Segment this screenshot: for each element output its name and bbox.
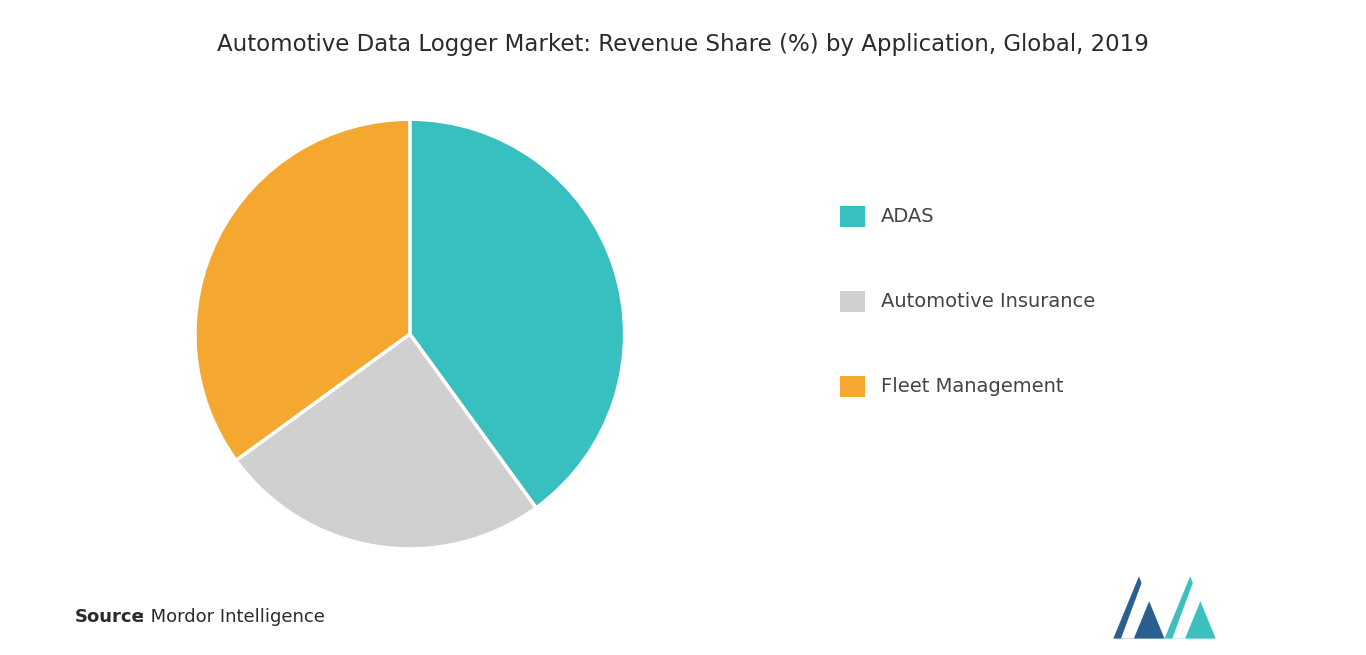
Polygon shape (1113, 576, 1164, 639)
Wedge shape (410, 119, 624, 508)
Text: ADAS: ADAS (881, 206, 934, 226)
Text: Automotive Insurance: Automotive Insurance (881, 291, 1096, 311)
Text: Automotive Data Logger Market: Revenue Share (%) by Application, Global, 2019: Automotive Data Logger Market: Revenue S… (217, 33, 1149, 56)
Text: Source: Source (75, 608, 145, 626)
Wedge shape (195, 119, 410, 460)
Polygon shape (1164, 576, 1216, 639)
Wedge shape (236, 334, 535, 549)
Text: : Mordor Intelligence: : Mordor Intelligence (133, 608, 324, 626)
Polygon shape (1172, 576, 1208, 639)
Polygon shape (1121, 576, 1157, 639)
Text: Fleet Management: Fleet Management (881, 377, 1064, 396)
